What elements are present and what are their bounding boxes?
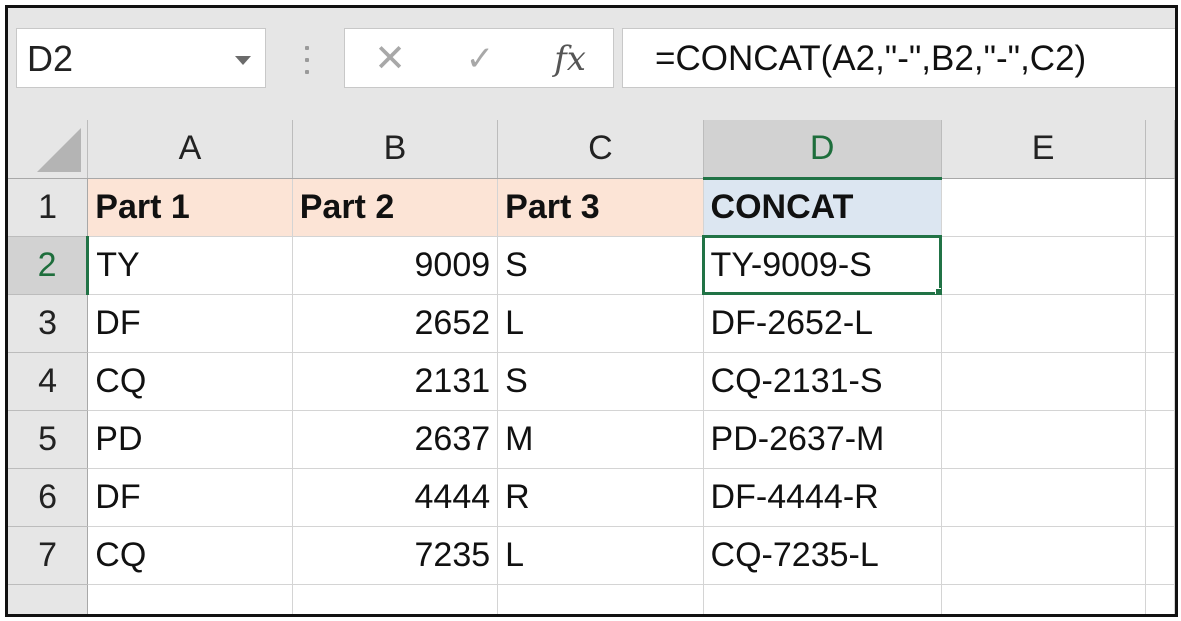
cell-a4[interactable]: CQ <box>87 352 293 411</box>
cell-a3[interactable]: DF <box>87 294 293 353</box>
cell-f2[interactable] <box>1145 236 1175 295</box>
row-header-2[interactable]: 2 <box>8 236 90 295</box>
name-box-value: D2 <box>27 38 74 79</box>
cell-c7[interactable]: L <box>497 526 704 585</box>
cell-c8[interactable] <box>497 584 704 614</box>
column-header-c[interactable]: C <box>497 120 704 179</box>
chevron-down-icon[interactable] <box>235 56 251 65</box>
table-row: 4 CQ 2131 S CQ-2131-S <box>8 352 1175 411</box>
name-box[interactable]: D2 <box>16 28 266 88</box>
cell-e2[interactable] <box>941 236 1146 295</box>
table-row: 5 PD 2637 M PD-2637-M <box>8 410 1175 469</box>
cell-e4[interactable] <box>941 352 1146 411</box>
spreadsheet-grid: A B C D E 1 Part 1 Part 2 Part 3 CONCAT … <box>8 120 1175 614</box>
cell-b2[interactable]: 9009 <box>292 236 499 295</box>
cell-d2-active[interactable]: TY-9009-S <box>702 235 943 295</box>
formula-input[interactable]: =CONCAT(A2,"-",B2,"-",C2) <box>622 28 1175 88</box>
cell-d3[interactable]: DF-2652-L <box>703 294 942 353</box>
cell-f1[interactable] <box>1145 178 1175 237</box>
table-row: 3 DF 2652 L DF-2652-L <box>8 294 1175 353</box>
cell-b1[interactable]: Part 2 <box>292 178 499 237</box>
drag-handle-icon[interactable] <box>304 46 310 74</box>
cell-e1[interactable] <box>941 178 1146 237</box>
cell-c2[interactable]: S <box>497 236 704 295</box>
formula-controls: ✕ ✓ fx <box>344 28 614 88</box>
row-header-1[interactable]: 1 <box>8 178 89 237</box>
excel-window: D2 ✕ ✓ fx =CONCAT(A2,"-",B2,"-",C2) A B … <box>5 5 1178 617</box>
cell-f3[interactable] <box>1145 294 1175 353</box>
cell-c6[interactable]: R <box>497 468 704 527</box>
cell-d8[interactable] <box>703 584 942 614</box>
insert-function-icon[interactable]: fx <box>554 39 586 79</box>
cell-e7[interactable] <box>941 526 1146 585</box>
cell-c4[interactable]: S <box>497 352 704 411</box>
cell-d5[interactable]: PD-2637-M <box>703 410 942 469</box>
cell-a1[interactable]: Part 1 <box>87 178 293 237</box>
table-row: 7 CQ 7235 L CQ-7235-L <box>8 526 1175 585</box>
cell-a7[interactable]: CQ <box>87 526 293 585</box>
cell-b8[interactable] <box>292 584 499 614</box>
column-header-row: A B C D E <box>8 120 1175 180</box>
row-header-4[interactable]: 4 <box>8 352 89 411</box>
cell-d1[interactable]: CONCAT <box>703 178 942 237</box>
column-header-d[interactable]: D <box>703 120 942 180</box>
row-header-3[interactable]: 3 <box>8 294 89 353</box>
table-row: 6 DF 4444 R DF-4444-R <box>8 468 1175 527</box>
cell-a5[interactable]: PD <box>87 410 293 469</box>
cell-c3[interactable]: L <box>497 294 704 353</box>
table-row: 1 Part 1 Part 2 Part 3 CONCAT <box>8 178 1175 237</box>
cell-d6[interactable]: DF-4444-R <box>703 468 942 527</box>
cell-e6[interactable] <box>941 468 1146 527</box>
table-row: 2 TY 9009 S TY-9009-S <box>8 235 1175 295</box>
formula-bar-area: D2 ✕ ✓ fx =CONCAT(A2,"-",B2,"-",C2) <box>8 8 1175 120</box>
formula-text: =CONCAT(A2,"-",B2,"-",C2) <box>655 39 1087 78</box>
cell-b4[interactable]: 2131 <box>292 352 499 411</box>
column-header-f[interactable] <box>1145 120 1175 179</box>
cell-f5[interactable] <box>1145 410 1175 469</box>
fill-handle[interactable] <box>934 287 941 293</box>
column-header-e[interactable]: E <box>941 120 1146 179</box>
cell-f4[interactable] <box>1145 352 1175 411</box>
row-header-8[interactable] <box>8 584 89 614</box>
cell-d2-value: TY-9009-S <box>710 245 872 284</box>
row-header-7[interactable]: 7 <box>8 526 89 585</box>
cell-b3[interactable]: 2652 <box>292 294 499 353</box>
enter-icon[interactable]: ✓ <box>465 40 495 78</box>
row-header-6[interactable]: 6 <box>8 468 89 527</box>
cell-e3[interactable] <box>941 294 1146 353</box>
cell-e8[interactable] <box>941 584 1146 614</box>
column-header-b[interactable]: B <box>292 120 499 179</box>
cell-a2[interactable]: TY <box>87 236 293 295</box>
cell-c1[interactable]: Part 3 <box>497 178 704 237</box>
cell-a8[interactable] <box>87 584 293 614</box>
cancel-icon[interactable]: ✕ <box>374 38 406 80</box>
column-header-a[interactable]: A <box>87 120 293 179</box>
cell-f6[interactable] <box>1145 468 1175 527</box>
cell-d4[interactable]: CQ-2131-S <box>703 352 942 411</box>
select-all-button[interactable] <box>8 120 89 179</box>
cell-b6[interactable]: 4444 <box>292 468 499 527</box>
cell-a6[interactable]: DF <box>87 468 293 527</box>
cell-b5[interactable]: 2637 <box>292 410 499 469</box>
cell-f8[interactable] <box>1145 584 1175 614</box>
cell-d7[interactable]: CQ-7235-L <box>703 526 942 585</box>
cell-f7[interactable] <box>1145 526 1175 585</box>
cell-e5[interactable] <box>941 410 1146 469</box>
cell-b7[interactable]: 7235 <box>292 526 499 585</box>
row-header-5[interactable]: 5 <box>8 410 89 469</box>
table-row <box>8 584 1175 614</box>
cell-c5[interactable]: M <box>497 410 704 469</box>
